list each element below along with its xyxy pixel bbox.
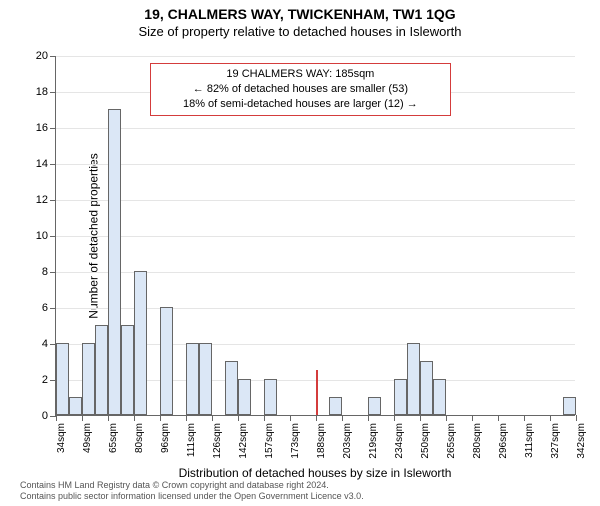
histogram-bar (134, 271, 147, 415)
histogram-bar (394, 379, 407, 415)
annotation-line: 19 CHALMERS WAY: 185sqm (157, 67, 445, 82)
plot-area: Number of detached properties 0246810121… (55, 56, 575, 416)
histogram-bar (563, 397, 576, 415)
x-tick-label: 34sqm (56, 423, 67, 453)
histogram-bar (108, 109, 121, 415)
gridline (56, 56, 575, 57)
x-tick (472, 415, 473, 421)
histogram-bar (368, 397, 381, 415)
histogram-bar (199, 343, 212, 415)
x-tick (160, 415, 161, 421)
y-tick-label: 4 (42, 338, 56, 350)
y-tick-label: 14 (36, 158, 56, 170)
y-tick-label: 18 (36, 86, 56, 98)
histogram-bar (121, 325, 134, 415)
histogram-bar (225, 361, 238, 415)
annotation-box: 19 CHALMERS WAY: 185sqm← 82% of detached… (150, 63, 452, 116)
y-tick-label: 6 (42, 302, 56, 314)
x-tick (186, 415, 187, 421)
marker-line (316, 370, 318, 415)
x-tick (290, 415, 291, 421)
x-tick-label: 342sqm (576, 423, 587, 459)
y-tick-label: 20 (36, 50, 56, 62)
x-tick-label: 250sqm (420, 423, 431, 459)
x-tick-label: 142sqm (238, 423, 249, 459)
x-tick (238, 415, 239, 421)
x-tick (212, 415, 213, 421)
chart-title: 19, CHALMERS WAY, TWICKENHAM, TW1 1QG (0, 6, 600, 22)
histogram-bar (238, 379, 251, 415)
histogram-bar (264, 379, 277, 415)
x-tick-label: 65sqm (108, 423, 119, 453)
x-tick-label: 80sqm (134, 423, 145, 453)
x-tick-label: 280sqm (472, 423, 483, 459)
footer-attribution: Contains HM Land Registry data © Crown c… (20, 480, 364, 503)
y-tick-label: 0 (42, 410, 56, 422)
x-tick-label: 111sqm (186, 423, 197, 457)
x-tick (524, 415, 525, 421)
y-tick-label: 10 (36, 230, 56, 242)
x-tick-label: 157sqm (264, 423, 275, 459)
histogram-bar (56, 343, 69, 415)
histogram-bar (82, 343, 95, 415)
histogram-bar (329, 397, 342, 415)
y-tick-label: 12 (36, 194, 56, 206)
footer-line-1: Contains HM Land Registry data © Crown c… (20, 480, 364, 491)
x-tick (134, 415, 135, 421)
x-tick-label: 96sqm (160, 423, 171, 453)
x-tick (576, 415, 577, 421)
x-axis-label: Distribution of detached houses by size … (179, 466, 452, 480)
x-tick-label: 311sqm (524, 423, 535, 458)
gridline (56, 200, 575, 201)
x-tick-label: 327sqm (550, 423, 561, 459)
x-tick (394, 415, 395, 421)
x-tick-label: 234sqm (394, 423, 405, 459)
x-tick (342, 415, 343, 421)
y-tick-label: 8 (42, 266, 56, 278)
x-tick (368, 415, 369, 421)
x-tick (316, 415, 317, 421)
gridline (56, 236, 575, 237)
x-tick-label: 296sqm (498, 423, 509, 459)
x-tick (108, 415, 109, 421)
x-tick-label: 265sqm (446, 423, 457, 459)
x-tick-label: 203sqm (342, 423, 353, 459)
x-tick-label: 188sqm (316, 423, 327, 459)
annotation-line: ← 82% of detached houses are smaller (53… (157, 82, 445, 97)
x-tick-label: 173sqm (290, 423, 301, 459)
x-tick-label: 126sqm (212, 423, 223, 459)
histogram-bar (186, 343, 199, 415)
annotation-line: 18% of semi-detached houses are larger (… (157, 97, 445, 112)
histogram-bar (407, 343, 420, 415)
histogram-bar (160, 307, 173, 415)
x-tick-label: 219sqm (368, 423, 379, 459)
histogram-bar (95, 325, 108, 415)
y-tick-label: 16 (36, 122, 56, 134)
gridline (56, 128, 575, 129)
x-tick (264, 415, 265, 421)
histogram-bar (69, 397, 82, 415)
gridline (56, 164, 575, 165)
chart-subtitle: Size of property relative to detached ho… (0, 24, 600, 39)
x-tick (498, 415, 499, 421)
footer-line-2: Contains public sector information licen… (20, 491, 364, 502)
x-tick (82, 415, 83, 421)
histogram-bar (433, 379, 446, 415)
x-tick-label: 49sqm (82, 423, 93, 453)
x-tick (550, 415, 551, 421)
histogram-bar (420, 361, 433, 415)
x-tick (446, 415, 447, 421)
y-tick-label: 2 (42, 374, 56, 386)
x-tick (56, 415, 57, 421)
x-tick (420, 415, 421, 421)
